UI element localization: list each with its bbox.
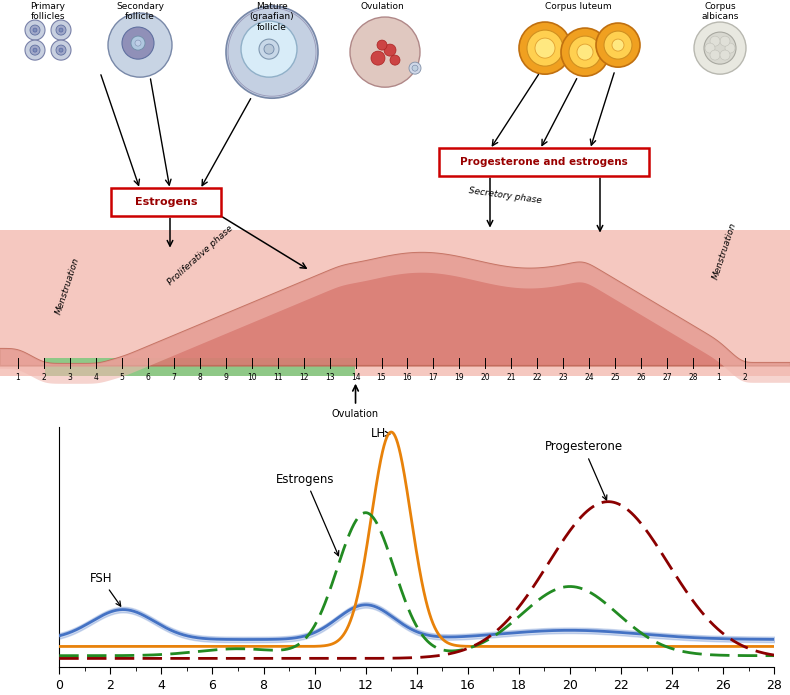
Circle shape (59, 48, 63, 52)
Text: Corpus
albicans: Corpus albicans (702, 2, 739, 22)
Text: FSH: FSH (90, 572, 121, 606)
Circle shape (409, 62, 421, 74)
Circle shape (694, 22, 746, 74)
Circle shape (612, 39, 624, 51)
Text: Estrogens: Estrogens (276, 473, 339, 556)
Circle shape (535, 38, 555, 58)
Text: Estrogens: Estrogens (135, 197, 198, 207)
Text: Menstruation: Menstruation (55, 256, 81, 316)
Circle shape (577, 44, 593, 60)
Text: Proliferative phase: Proliferative phase (166, 224, 235, 287)
Circle shape (720, 36, 730, 46)
Circle shape (30, 45, 40, 55)
Text: LH: LH (371, 427, 389, 440)
Circle shape (604, 31, 632, 59)
Text: 24: 24 (585, 373, 594, 382)
Bar (0, 231, 790, 376)
Circle shape (569, 36, 601, 68)
Circle shape (720, 50, 730, 60)
Text: Ovulation: Ovulation (360, 2, 404, 11)
Text: 14: 14 (351, 373, 360, 382)
Circle shape (51, 40, 71, 60)
Circle shape (596, 23, 640, 67)
Circle shape (264, 44, 274, 54)
Circle shape (561, 28, 609, 76)
Text: Corpus luteum: Corpus luteum (544, 2, 611, 11)
Circle shape (33, 48, 37, 52)
Text: Secretory phase: Secretory phase (468, 186, 542, 205)
Circle shape (108, 13, 172, 77)
Circle shape (259, 39, 279, 59)
Text: Mature
(graafian)
follicle: Mature (graafian) follicle (250, 2, 295, 32)
Circle shape (56, 45, 66, 55)
Text: Secondary
follicle: Secondary follicle (116, 2, 164, 22)
FancyBboxPatch shape (111, 188, 221, 216)
Text: 26: 26 (636, 373, 646, 382)
Circle shape (25, 40, 45, 60)
Text: 10: 10 (246, 373, 257, 382)
Text: 27: 27 (662, 373, 672, 382)
Circle shape (519, 22, 571, 74)
Circle shape (527, 30, 563, 66)
Text: 20: 20 (480, 373, 490, 382)
Text: Progesterone and estrogens: Progesterone and estrogens (460, 157, 628, 167)
Text: 12: 12 (299, 373, 308, 382)
Circle shape (25, 20, 45, 40)
Text: 19: 19 (454, 373, 465, 382)
Circle shape (131, 36, 145, 50)
Circle shape (51, 20, 71, 40)
Circle shape (710, 36, 720, 46)
Circle shape (30, 25, 40, 35)
Text: 23: 23 (559, 373, 568, 382)
Text: 16: 16 (403, 373, 412, 382)
Text: 25: 25 (611, 373, 620, 382)
Circle shape (390, 55, 400, 65)
Circle shape (705, 43, 715, 53)
Text: 8: 8 (198, 373, 202, 382)
Circle shape (710, 50, 720, 60)
Text: 1: 1 (16, 373, 21, 382)
Circle shape (350, 17, 420, 87)
Text: Ovulation: Ovulation (332, 409, 379, 419)
Text: 3: 3 (67, 373, 73, 382)
Text: Menstruation: Menstruation (712, 221, 739, 280)
Polygon shape (0, 253, 790, 366)
Polygon shape (0, 253, 790, 384)
Text: 5: 5 (119, 373, 124, 382)
Circle shape (33, 28, 37, 32)
Text: 17: 17 (429, 373, 438, 382)
Circle shape (241, 21, 297, 77)
Circle shape (412, 65, 418, 71)
Text: Primary
follicles: Primary follicles (31, 2, 66, 22)
Text: 22: 22 (532, 373, 542, 382)
Text: 1: 1 (717, 373, 721, 382)
Text: 28: 28 (688, 373, 698, 382)
Circle shape (56, 25, 66, 35)
Circle shape (384, 44, 396, 56)
Bar (45, 358, 355, 376)
Text: 4: 4 (93, 373, 98, 382)
Text: 9: 9 (224, 373, 228, 382)
Text: 6: 6 (145, 373, 150, 382)
Text: 11: 11 (273, 373, 282, 382)
Circle shape (135, 40, 141, 46)
Circle shape (371, 51, 385, 65)
FancyBboxPatch shape (439, 148, 649, 177)
Circle shape (725, 43, 735, 53)
Text: 15: 15 (377, 373, 386, 382)
Circle shape (704, 32, 736, 64)
Text: 21: 21 (506, 373, 516, 382)
Circle shape (377, 40, 387, 50)
Text: 2: 2 (743, 373, 747, 382)
Text: 13: 13 (325, 373, 334, 382)
Text: Progesterone: Progesterone (544, 441, 623, 500)
Circle shape (59, 28, 63, 32)
Text: 7: 7 (171, 373, 176, 382)
Text: 2: 2 (42, 373, 47, 382)
Circle shape (226, 6, 318, 98)
Circle shape (122, 27, 154, 59)
